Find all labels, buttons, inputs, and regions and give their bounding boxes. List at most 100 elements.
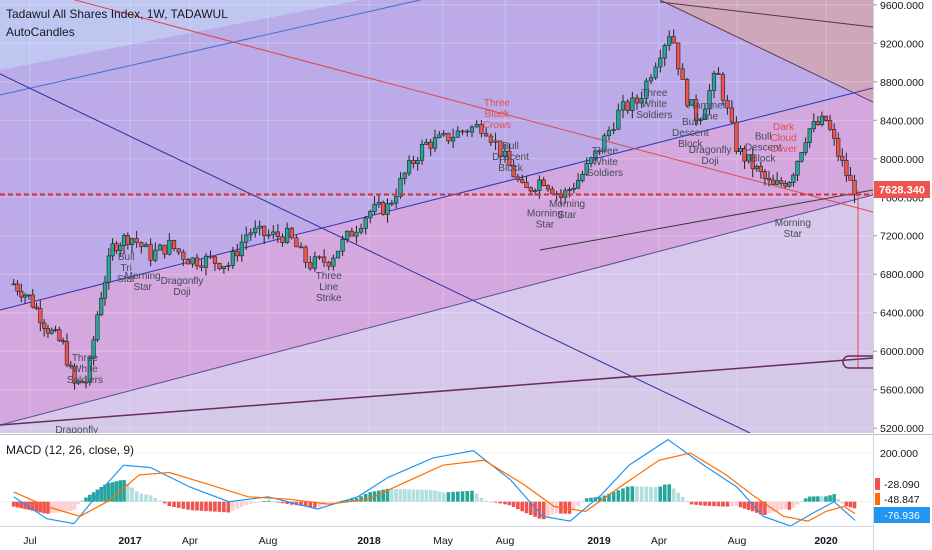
pattern-label: Star	[117, 274, 136, 285]
macd-hist-bar	[130, 487, 134, 502]
macd-hist-bar	[662, 484, 667, 502]
macd-hist-bar	[763, 501, 767, 516]
candle	[57, 326, 62, 343]
candle	[376, 195, 381, 208]
macd-hist-bar	[734, 501, 739, 507]
candle	[711, 70, 717, 99]
macd-hist-bar	[359, 496, 363, 502]
macd-hist-bar	[446, 492, 451, 502]
macd-hist-bar	[667, 484, 672, 502]
macd-hist-bar	[689, 501, 694, 505]
candle	[23, 292, 28, 304]
candle	[545, 184, 551, 192]
macd-hist-bar	[57, 501, 62, 513]
macd-hist-bar	[507, 501, 512, 506]
candle	[106, 247, 111, 290]
pattern-label: Dragonfly	[161, 276, 204, 287]
candle	[139, 241, 144, 254]
macd-hist-bar	[195, 501, 199, 511]
macd-hist-bar	[103, 484, 107, 502]
macd-hist-bar	[42, 501, 46, 514]
price-tick-label: 8800.000	[880, 77, 924, 89]
macd-hist-bar	[345, 499, 350, 502]
price-tick-label: 6000.000	[880, 346, 924, 358]
macd-hist-bar	[181, 501, 186, 509]
time-tick-label: Apr	[182, 535, 199, 547]
macd-hist-bar	[754, 501, 759, 513]
candle	[770, 174, 776, 185]
pattern-label: Star	[133, 282, 152, 293]
time-tick-label: 2018	[357, 535, 381, 547]
macd-hist-bar	[460, 491, 465, 502]
macd-hist-bar	[38, 501, 43, 513]
macd-hist-bar	[533, 501, 537, 517]
candle	[326, 260, 331, 271]
macd-hist-bar	[239, 501, 244, 507]
candle	[807, 128, 812, 148]
macd-hist-bar	[816, 496, 820, 502]
macd-hist-bar	[803, 498, 808, 502]
pattern-label: Block	[678, 139, 703, 150]
pattern-label: Descent	[745, 143, 782, 154]
candle	[791, 172, 796, 187]
macd-title[interactable]: MACD (12, 26, close, 9)	[6, 443, 135, 457]
macd-hist-bar	[707, 501, 712, 506]
macd-hist-bar	[126, 483, 130, 502]
candle	[419, 139, 425, 165]
macd-hist-bar	[836, 498, 841, 502]
price-tick-label: 9600.000	[880, 0, 924, 12]
candle	[167, 232, 172, 256]
price-tick-label: 9200.000	[880, 38, 924, 50]
indicator-name[interactable]: AutoCandles	[6, 25, 75, 39]
macd-line	[13, 438, 856, 526]
candle	[64, 333, 70, 368]
macd-hist-bar	[738, 501, 743, 508]
candle	[754, 164, 759, 172]
candle	[567, 187, 572, 198]
candle	[616, 103, 621, 130]
candle	[498, 140, 503, 164]
macd-hist-bar	[730, 501, 734, 507]
macd-hist-bar	[99, 486, 103, 502]
macd-hist-bar	[76, 501, 81, 505]
macd-hist-bar	[199, 501, 204, 511]
candle	[584, 157, 589, 177]
candle	[331, 254, 336, 271]
candle	[49, 327, 54, 335]
candle	[335, 250, 341, 259]
macd-axis[interactable]: 200.000	[880, 448, 918, 460]
macd-hist-bar	[489, 501, 493, 503]
macd-hist-bar	[114, 481, 119, 502]
time-axis[interactable]: Jul 2017 Apr Aug 2018 May Aug 2019 Apr Aug 2020	[23, 535, 838, 547]
candle	[262, 225, 267, 245]
candle	[194, 253, 200, 270]
pattern-label: Morning	[549, 199, 585, 210]
macd-hist-bar	[607, 493, 611, 502]
macd-hist-bar	[498, 501, 503, 504]
macd-hist-bar	[313, 501, 317, 508]
macd-hist-bar	[451, 491, 455, 502]
svg-text:-76.936: -76.936	[884, 510, 920, 522]
macd-hist-bar	[671, 488, 676, 502]
candle	[129, 237, 135, 254]
candle	[446, 132, 451, 145]
candle	[30, 289, 35, 309]
candle	[465, 128, 470, 137]
macd-hist-bar	[680, 497, 685, 502]
pattern-label: Hammer	[688, 101, 727, 112]
pattern-label: Three	[484, 98, 511, 109]
candle	[836, 132, 841, 162]
macd-hist-bar	[350, 498, 354, 502]
macd-hist-bar	[771, 501, 775, 513]
trend-lines	[0, 0, 873, 433]
macd-hist-bar	[625, 486, 630, 502]
time-tick-label: 2020	[814, 535, 838, 547]
pattern-label: Crows	[483, 120, 511, 131]
candle	[372, 196, 377, 215]
pattern-label: Three	[641, 88, 668, 99]
macd-hist-bar	[213, 501, 217, 512]
candle	[460, 129, 465, 136]
macd-hist-bar	[122, 480, 126, 502]
price-axis[interactable]: 9600.000 9200.000 8800.000 8400.000 8000.000…	[873, 0, 924, 435]
